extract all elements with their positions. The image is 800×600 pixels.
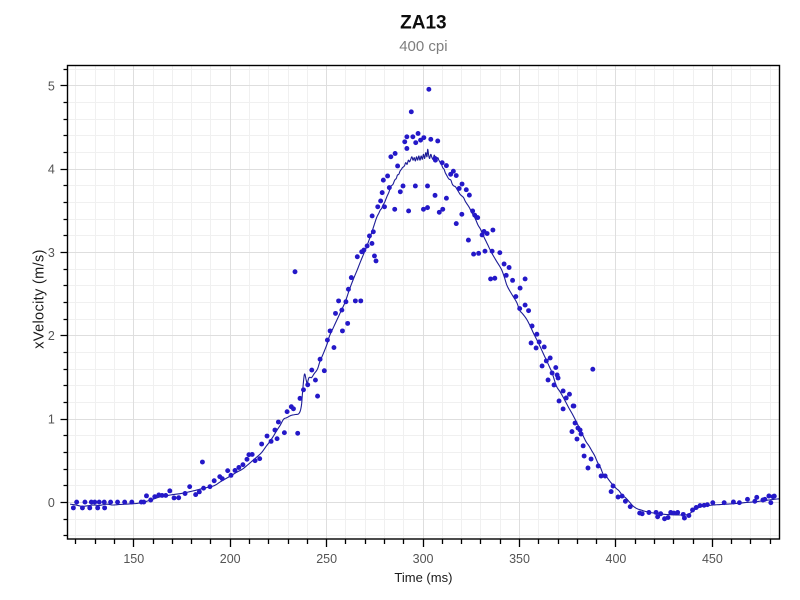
svg-text:150: 150 (123, 552, 144, 566)
svg-text:1: 1 (48, 413, 55, 427)
svg-text:2: 2 (48, 329, 55, 343)
svg-text:3: 3 (48, 246, 55, 260)
svg-text:200: 200 (220, 552, 241, 566)
svg-text:400 cpi: 400 cpi (399, 38, 447, 55)
svg-text:0: 0 (48, 496, 55, 510)
svg-text:4: 4 (48, 163, 55, 177)
svg-text:250: 250 (316, 552, 337, 566)
svg-text:300: 300 (413, 552, 434, 566)
svg-text:350: 350 (509, 552, 530, 566)
svg-text:5: 5 (48, 79, 55, 93)
svg-text:ZA13: ZA13 (400, 13, 446, 34)
svg-text:400: 400 (606, 552, 627, 566)
svg-text:xVelocity (m/s): xVelocity (m/s) (32, 249, 48, 349)
svg-text:450: 450 (702, 552, 723, 566)
svg-text:Time (ms): Time (ms) (394, 570, 452, 585)
